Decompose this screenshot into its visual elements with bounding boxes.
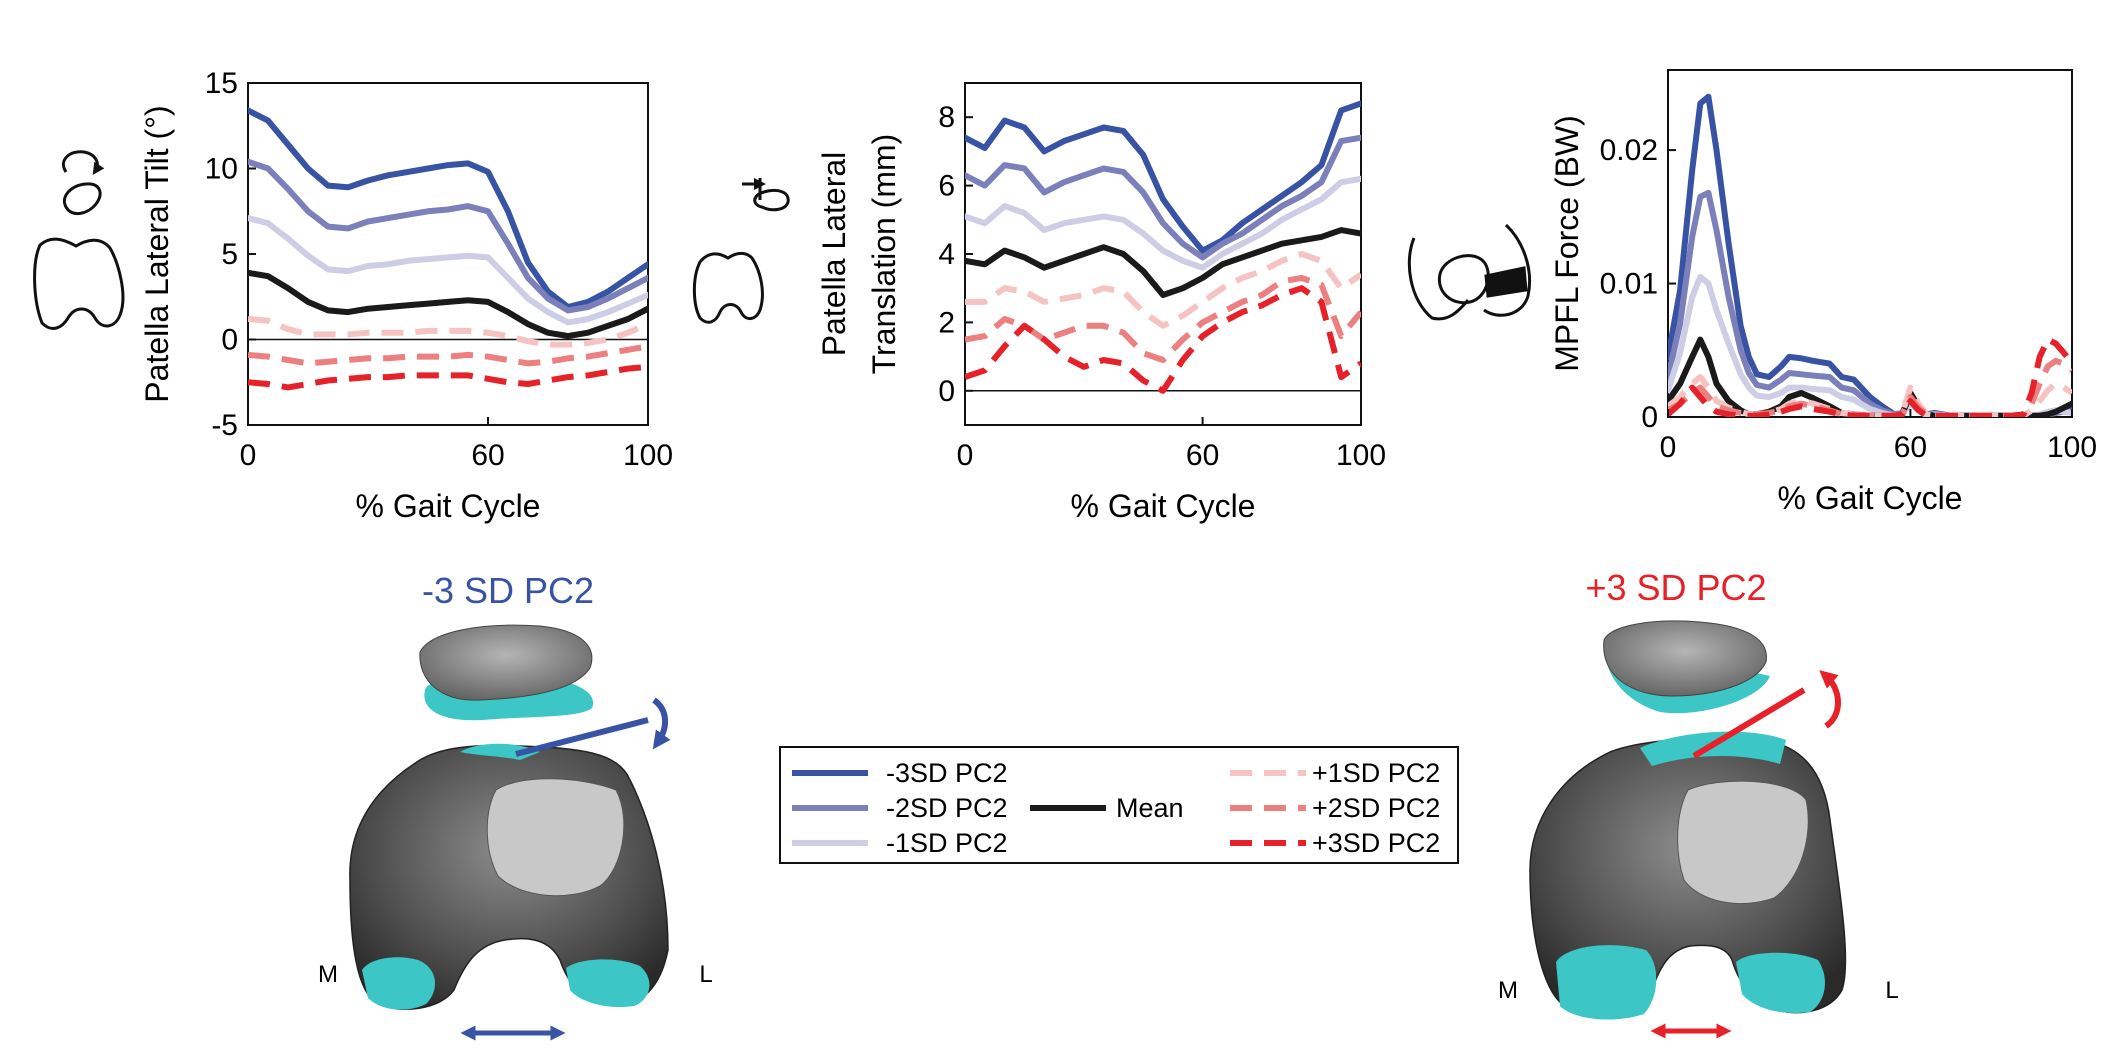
series-line-2sd-pc2 [965, 134, 1361, 261]
legend-label: -3SD PC2 [886, 758, 1008, 788]
y-tick-label: 0.01 [1600, 268, 1658, 301]
x-tick-label: 60 [1186, 439, 1219, 472]
x-tick-label: 60 [1894, 431, 1927, 464]
left-knee-model: -3 SD PC2 M L [318, 570, 713, 1041]
left-model-title: -3 SD PC2 [422, 570, 594, 611]
series-line-2sd-pc2 [248, 343, 648, 367]
mpfl-icon [1407, 223, 1532, 321]
legend-item-2sd-pc2: -2SD PC2 [792, 793, 1008, 823]
y-tick-label: 15 [205, 67, 238, 100]
y-tick-label: 6 [938, 170, 955, 203]
y-tick-label: 4 [938, 238, 955, 271]
y-axis-label: MPFL Force (BW) [1549, 115, 1585, 372]
x-tick-label: 0 [957, 439, 974, 472]
legend: -3SD PC2 -2SD PC2 -1SD PC2 Mean +1SD PC2 +2SD… [779, 746, 1459, 864]
y-tick-label: 2 [938, 306, 955, 339]
y-tick-label: 0 [938, 375, 955, 408]
right-medial-label: M [1498, 977, 1518, 1004]
series-line-1sd-pc2 [965, 175, 1361, 271]
y-tick-label: 0.02 [1600, 134, 1658, 167]
right-femur [1529, 731, 1847, 1020]
series-line-3sd-pc2 [248, 363, 648, 391]
translation-icon [692, 178, 790, 324]
left-femur [349, 743, 669, 1010]
legend-label: +3SD PC2 [1312, 828, 1440, 858]
x-axis-label: % Gait Cycle [1778, 480, 1963, 516]
series-line-mean [248, 269, 648, 340]
tilt-icon [33, 150, 125, 330]
series-line-3sd-pc2 [1668, 336, 2072, 417]
left-lateral-label: L [699, 961, 712, 988]
series-line-3sd-pc2 [965, 100, 1361, 254]
mpfl-force-chart: 0 0.01 0.02 0 60 100 % Gait Cycle MPFL Force (B… [1549, 69, 2097, 516]
y-tick-label: 8 [938, 101, 955, 134]
left-patella [419, 624, 594, 721]
y-tick-label: 5 [221, 238, 238, 271]
y-axis-label-line2: Translation (mm) [866, 134, 902, 375]
x-axis-label: % Gait Cycle [1071, 488, 1256, 524]
x-axis-label: % Gait Cycle [356, 488, 541, 524]
left-medial-label: M [318, 961, 338, 988]
legend-item-1sd-pc2: -1SD PC2 [792, 828, 1008, 858]
legend-label: -2SD PC2 [886, 793, 1008, 823]
y-tick-label: 0 [1641, 401, 1658, 434]
series-line-3sd-pc2 [248, 107, 648, 310]
legend-label: -1SD PC2 [886, 828, 1008, 858]
legend-item-3sd-pc2: +3SD PC2 [1230, 828, 1440, 858]
series-line-mean [965, 227, 1361, 298]
legend-item-2sd-pc2: +2SD PC2 [1230, 793, 1440, 823]
right-lateral-label: L [1885, 977, 1898, 1004]
series-line-1sd-pc2 [965, 251, 1361, 329]
y-tick-label: 10 [205, 153, 238, 186]
series-lines [1668, 93, 2072, 417]
series-line-3sd-pc2 [1668, 93, 2072, 417]
series-line-2sd-pc2 [248, 158, 648, 314]
right-tilt-arrow [1819, 670, 1841, 729]
x-tick-label: 0 [240, 439, 257, 472]
x-tick-label: 100 [1336, 439, 1386, 472]
translation-chart: 0 2 4 6 8 0 60 100 % Gait Cycle Patella Lateral Tr… [816, 82, 1386, 524]
right-patella [1603, 620, 1770, 714]
x-tick-label: 100 [2047, 431, 2097, 464]
right-model-title: +3 SD PC2 [1585, 567, 1766, 608]
legend-box [779, 746, 1459, 864]
legend-item-1sd-pc2: +1SD PC2 [1230, 758, 1440, 788]
series-line-3sd-pc2 [965, 285, 1361, 394]
right-knee-model: +3 SD PC2 M L [1498, 567, 1899, 1039]
x-tick-label: 60 [471, 439, 504, 472]
legend-label: +2SD PC2 [1312, 793, 1440, 823]
right-tilt-bar [1692, 687, 1806, 759]
x-tick-label: 100 [623, 439, 673, 472]
series-lines [965, 100, 1361, 394]
series-lines [248, 107, 648, 391]
legend-label: Mean [1116, 793, 1184, 823]
series-line-1sd-pc2 [248, 316, 648, 348]
y-axis-label: Patella Lateral Tilt (°) [139, 105, 175, 402]
y-tick-label: 0 [221, 324, 238, 357]
legend-item-mean: Mean [1030, 793, 1184, 823]
legend-label: +1SD PC2 [1312, 758, 1440, 788]
left-tilt-arrow [652, 697, 671, 750]
y-tick-label: -5 [211, 409, 238, 442]
x-tick-label: 0 [1660, 431, 1677, 464]
legend-item-3sd-pc2: -3SD PC2 [792, 758, 1008, 788]
left-tilt-bar [515, 717, 649, 757]
series-line-1sd-pc2 [248, 215, 648, 326]
y-axis-label: Patella Lateral [816, 152, 852, 357]
